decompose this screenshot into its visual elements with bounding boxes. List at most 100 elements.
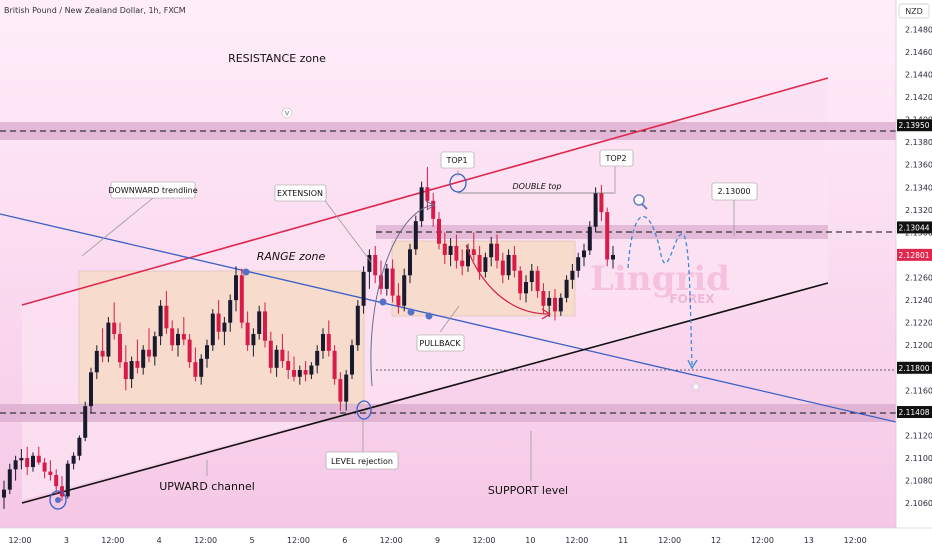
candle-body: [48, 471, 53, 475]
trend-point-5: [55, 497, 61, 503]
candle: [506, 249, 511, 280]
candle: [437, 212, 441, 250]
candle-body: [239, 275, 244, 323]
trend-point-3: [407, 308, 415, 316]
callout-boxes: [110, 149, 758, 470]
candle: [71, 452, 76, 470]
candle: [112, 302, 117, 340]
candle: [257, 305, 262, 340]
candle-body: [408, 249, 412, 276]
candle: [7, 463, 12, 495]
price-tag-label: 2.13950: [898, 121, 929, 130]
candle-body: [448, 245, 453, 255]
candle: [402, 268, 407, 312]
trend-point-1: [242, 268, 250, 276]
candle: [286, 350, 291, 380]
candle-body: [77, 437, 82, 456]
candle: [524, 275, 528, 303]
candle-body: [152, 336, 157, 357]
candle-body: [158, 305, 163, 337]
candle-body: [60, 486, 64, 497]
candle: [239, 268, 244, 329]
candle-body: [245, 322, 250, 346]
candle-body: [42, 462, 47, 472]
y-axis-ticks: 2.106002.108002.110002.112002.116002.118…: [905, 25, 932, 508]
x-tick-label: 12: [711, 536, 721, 545]
price-tag: 2.11800: [897, 361, 932, 374]
candle: [309, 362, 314, 380]
candle-body: [373, 254, 378, 276]
candle-body: [274, 349, 279, 368]
candle-body: [541, 291, 546, 306]
candle-body: [176, 333, 180, 346]
y-tick-label: 2.12200: [905, 319, 932, 328]
candle-body: [350, 345, 354, 375]
price-tag-box: [897, 248, 932, 261]
candle-body: [54, 474, 59, 487]
candle: [547, 291, 552, 318]
candle: [31, 452, 35, 472]
candle: [384, 264, 389, 296]
price-tag-label: 2.12801: [898, 251, 929, 260]
candle: [100, 328, 105, 363]
candle: [350, 339, 354, 380]
x-tick-label: 11: [618, 536, 628, 545]
candle-body: [286, 361, 291, 371]
candle: [19, 449, 24, 470]
candle-body: [2, 489, 6, 498]
candle-body: [471, 249, 476, 255]
candle: [390, 259, 395, 303]
candle: [442, 232, 447, 264]
y-tick-label: 2.14800: [905, 25, 932, 34]
candle: [367, 249, 372, 289]
candle: [587, 221, 592, 255]
candle: [118, 322, 122, 368]
candle-body: [7, 469, 12, 490]
candle-body: [518, 270, 523, 294]
candle-body: [338, 379, 343, 402]
candle: [338, 372, 343, 411]
y-tick-label: 2.14600: [905, 48, 932, 57]
x-tick-label: 6: [342, 536, 347, 545]
price-tag-box: [897, 361, 932, 374]
candle: [460, 249, 465, 276]
candle-body: [402, 275, 407, 306]
candle-body: [489, 243, 494, 258]
candle-body: [210, 313, 215, 346]
candle: [535, 266, 540, 298]
candle: [332, 345, 337, 385]
candle: [326, 320, 331, 357]
candle-body: [112, 322, 117, 334]
candle: [25, 446, 30, 475]
x-tick-label: 12:00: [194, 536, 217, 545]
candle: [135, 339, 140, 374]
candle: [611, 245, 615, 269]
candle: [361, 266, 366, 314]
candle: [570, 264, 575, 289]
candle-body: [442, 243, 447, 255]
x-tick-label: 3: [64, 536, 69, 545]
candle: [431, 192, 436, 227]
projection-arrowhead: [687, 359, 698, 370]
candle-body: [512, 254, 517, 271]
candle-series: [2, 166, 615, 509]
y-tick-label: 2.12400: [905, 296, 932, 305]
candle-body: [396, 295, 401, 306]
candle-body: [570, 270, 575, 280]
x-tick-label: 12:00: [565, 536, 588, 545]
candle: [199, 354, 204, 385]
candle-body: [564, 279, 569, 298]
x-tick-label: 12:00: [472, 536, 495, 545]
candle-body: [251, 333, 256, 346]
target-box-label: 2.13000: [717, 187, 750, 196]
x-tick-label: 13: [804, 536, 814, 545]
candle-body: [36, 455, 41, 463]
candle-body: [205, 345, 209, 359]
candle: [280, 333, 285, 368]
price-tags: 2.13950 2.13044 2.12801 2.11800 2.11408: [897, 119, 932, 419]
symbol-title: British Pound / New Zealand Dollar, 1h, …: [4, 6, 186, 15]
candle: [251, 328, 256, 357]
extension-arrow: [370, 204, 433, 387]
x-tick-label: 12:00: [844, 536, 867, 545]
